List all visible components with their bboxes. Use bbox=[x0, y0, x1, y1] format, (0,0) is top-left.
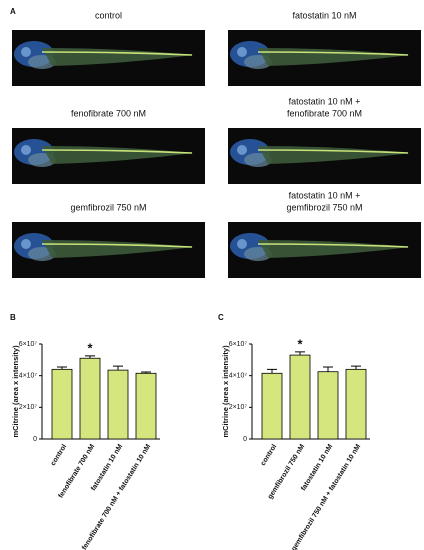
bar bbox=[107, 369, 129, 440]
fish-eye bbox=[21, 239, 31, 249]
significance-mark: * bbox=[87, 340, 93, 355]
y-tick-label: 6×10⁷ bbox=[19, 341, 38, 348]
fish-image bbox=[12, 222, 205, 278]
fish-line bbox=[257, 243, 409, 248]
bar bbox=[261, 372, 283, 440]
y-tick-label: 0 bbox=[33, 436, 37, 443]
y-axis-title: mCitrine (area x intensity) bbox=[11, 345, 20, 438]
panel-label: C bbox=[218, 313, 224, 322]
fish-eye bbox=[237, 145, 247, 155]
image-caption: fenofibrate 700 nM bbox=[71, 108, 146, 118]
image-caption: gemfibrozil 750 nM bbox=[286, 202, 362, 212]
image-caption: fenofibrate 700 nM bbox=[287, 108, 362, 118]
error-bar bbox=[351, 365, 361, 370]
fish-line bbox=[41, 149, 193, 154]
bar bbox=[135, 372, 157, 440]
bar bbox=[51, 368, 73, 440]
error-bar bbox=[323, 366, 333, 372]
fish-line bbox=[41, 51, 193, 56]
fish-line bbox=[257, 149, 409, 154]
bar bbox=[317, 371, 339, 440]
error-bar bbox=[141, 371, 151, 374]
panel-label: A bbox=[10, 7, 16, 16]
fish-eye bbox=[21, 47, 31, 57]
bar bbox=[345, 368, 367, 440]
x-tick-label: control bbox=[260, 443, 279, 467]
bar bbox=[289, 354, 311, 440]
x-tick-label: control bbox=[50, 443, 69, 467]
x-tick-label: fenofibrate 700 nM + fatostatin 10 nM bbox=[81, 443, 152, 550]
image-caption: gemfibrozil 750 nM bbox=[70, 202, 146, 212]
image-caption: control bbox=[95, 10, 122, 20]
y-tick-label: 0 bbox=[243, 436, 247, 443]
significance-mark: * bbox=[297, 336, 303, 351]
fish-image bbox=[228, 222, 421, 278]
fish-image bbox=[12, 128, 205, 184]
image-caption: fatostatin 10 nM + bbox=[289, 96, 361, 106]
y-tick-label: 2×10⁷ bbox=[19, 404, 38, 411]
fish-eye bbox=[237, 239, 247, 249]
y-tick-label: 4×10⁷ bbox=[19, 373, 38, 380]
fish-line bbox=[41, 243, 193, 248]
error-bar bbox=[267, 368, 277, 374]
image-caption: fatostatin 10 nM + bbox=[289, 190, 361, 200]
y-tick-label: 6×10⁷ bbox=[229, 341, 248, 348]
fish-eye bbox=[21, 145, 31, 155]
fish-line bbox=[257, 51, 409, 56]
error-bar bbox=[113, 365, 123, 371]
error-bar bbox=[57, 366, 67, 370]
error-bar bbox=[85, 355, 95, 359]
panel-label: B bbox=[10, 313, 16, 322]
error-bar bbox=[295, 351, 305, 356]
y-tick-label: 2×10⁷ bbox=[229, 404, 248, 411]
y-axis-title: mCitrine (area x intensity) bbox=[221, 345, 230, 438]
image-caption: fatostatin 10 nM bbox=[292, 10, 356, 20]
fish-image bbox=[228, 128, 421, 184]
fish-image bbox=[228, 30, 421, 86]
fish-eye bbox=[237, 47, 247, 57]
bar bbox=[79, 357, 101, 440]
y-tick-label: 4×10⁷ bbox=[229, 373, 248, 380]
fish-image bbox=[12, 30, 205, 86]
